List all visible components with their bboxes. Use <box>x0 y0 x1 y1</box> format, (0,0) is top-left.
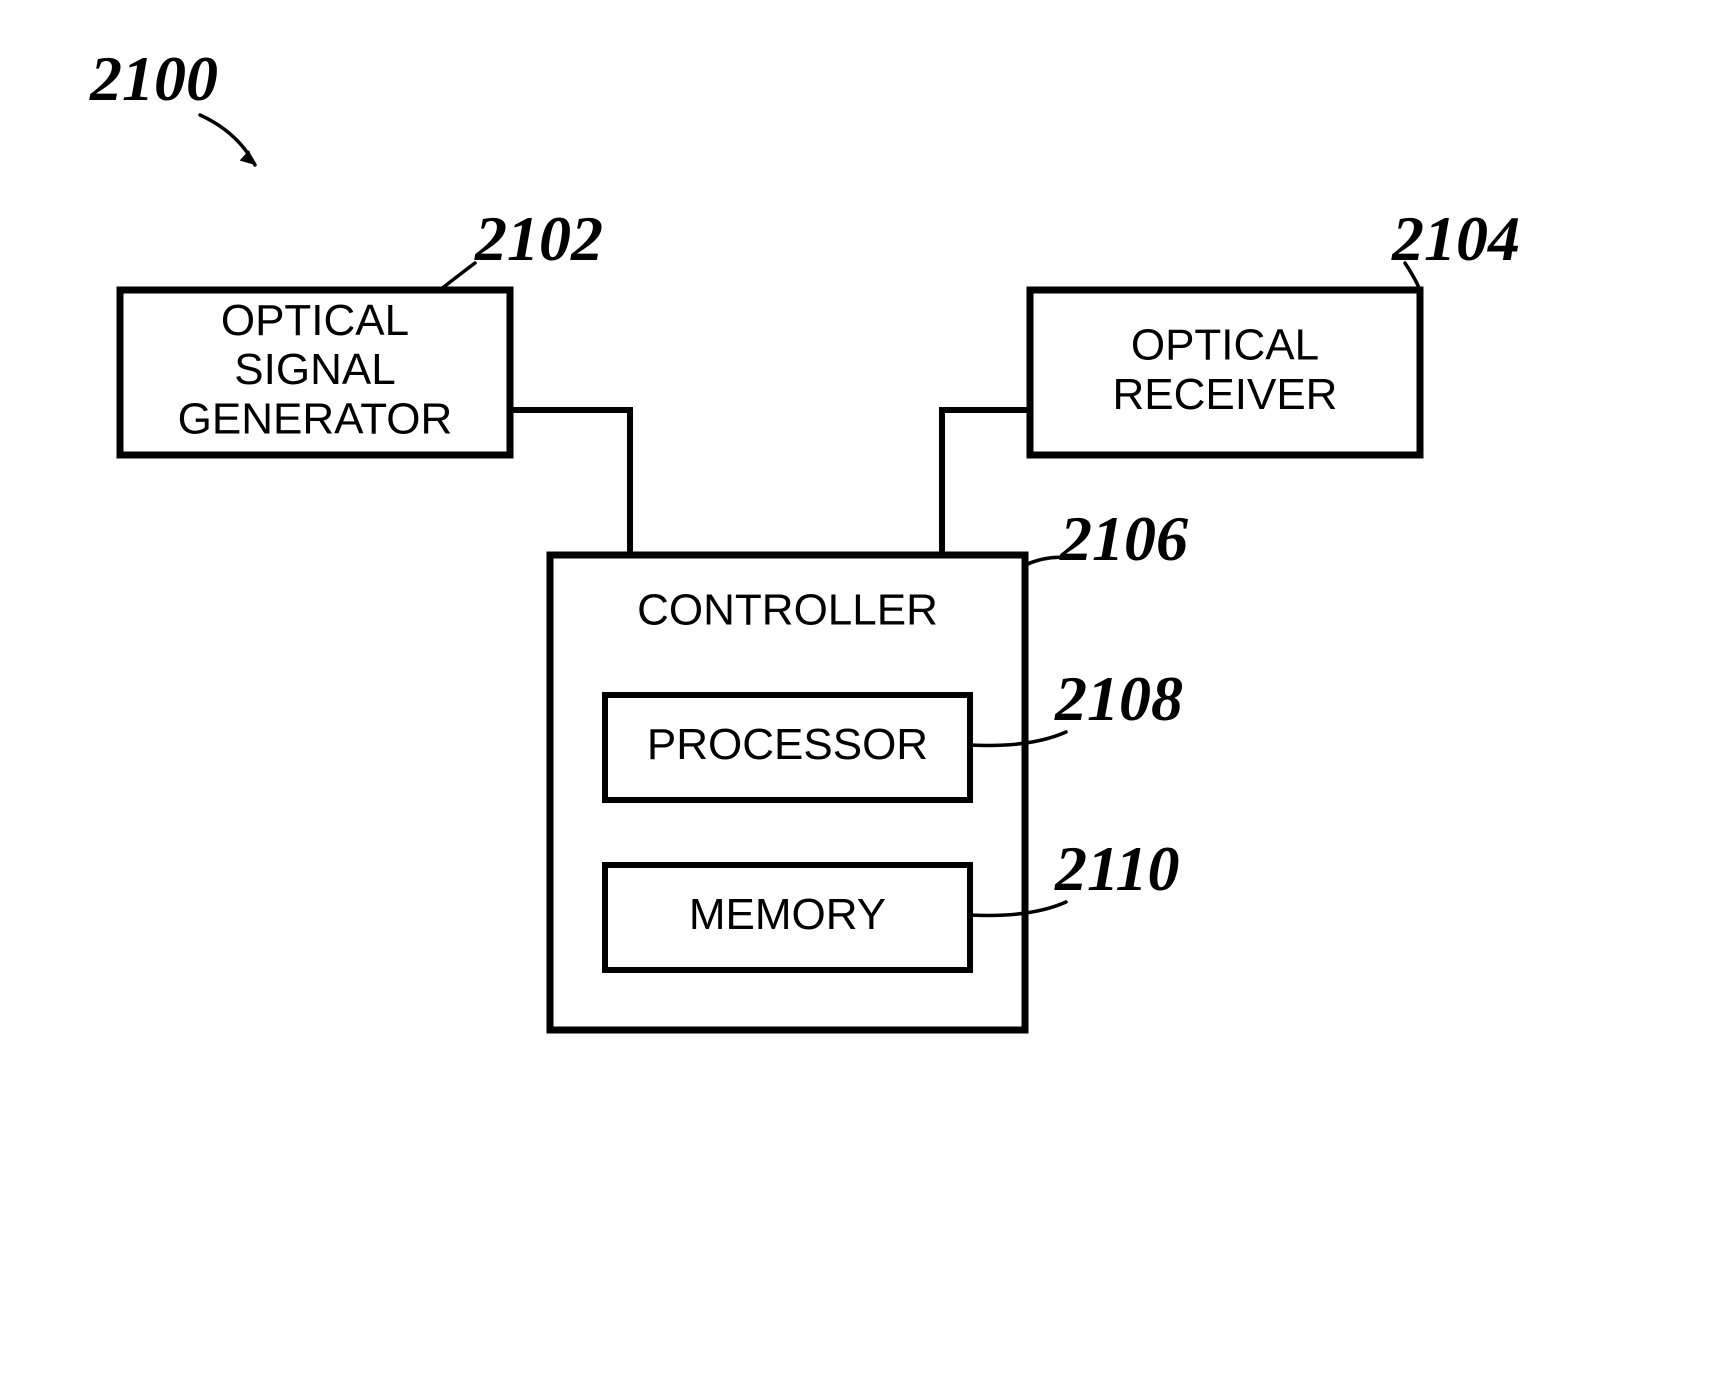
ref-r2100: 2100 <box>89 43 218 114</box>
optical-signal-generator-label: OPTICAL <box>221 296 409 345</box>
optical-signal-generator-label: GENERATOR <box>178 394 453 443</box>
ref-r2104: 2104 <box>1391 203 1520 274</box>
ref-r2110-leader <box>970 902 1066 915</box>
optical-signal-generator-label: SIGNAL <box>234 345 395 394</box>
memory-label: MEMORY <box>689 890 886 939</box>
ref-r2110: 2110 <box>1054 833 1179 904</box>
connector-generator-controller <box>510 410 630 555</box>
ref-r2102: 2102 <box>474 203 603 274</box>
ref-r2108: 2108 <box>1054 663 1183 734</box>
optical-receiver-label: OPTICAL <box>1131 320 1319 369</box>
processor-label: PROCESSOR <box>647 720 928 769</box>
controller-label: CONTROLLER <box>637 586 938 635</box>
ref-r2108-leader <box>970 732 1066 745</box>
connector-receiver-controller <box>942 410 1030 555</box>
ref-r2106: 2106 <box>1059 503 1188 574</box>
optical-receiver-label: RECEIVER <box>1113 370 1338 419</box>
ref-r2102-leader <box>440 263 475 290</box>
